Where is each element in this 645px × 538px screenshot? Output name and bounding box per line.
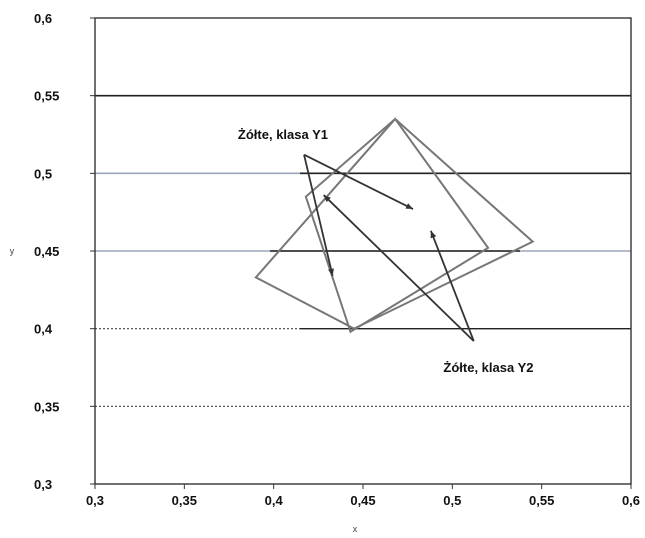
annotation-arrowhead [405,203,414,210]
x-tick-label: 0,4 [265,493,284,508]
annotation-arrowhead [430,230,437,239]
x-tick-label: 0,3 [86,493,104,508]
x-axis-label: x [353,524,358,534]
y-tick-label: 0,4 [34,322,53,337]
annotation-arrowhead [323,195,331,203]
annotation-arrowhead [328,268,334,276]
annotation-label-y1: Żółte, klasa Y1 [238,127,328,142]
annotation-label-y2: Żółte, klasa Y2 [443,360,533,375]
x-tick-label: 0,45 [350,493,375,508]
series-polygon-y1 [304,117,490,334]
x-tick-label: 0,55 [529,493,554,508]
y-axis-label: y [10,246,15,256]
y-tick-label: 0,6 [34,11,52,26]
y-tick-label: 0,35 [34,399,59,414]
annotation-labels: Żółte, klasa Y1 Żółte, klasa Y2 [238,127,534,375]
x-tick-label: 0,6 [622,493,640,508]
annotation-arrow [303,154,334,277]
grid-lines [95,94,631,407]
annotation-arrow [430,230,475,342]
y-tick-label: 0,3 [34,477,52,492]
x-tick-labels: 0,3 0,35 0,4 0,45 0,5 0,55 0,6 [86,484,640,508]
series-polygons [254,117,535,334]
annotation-arrows [303,153,475,342]
annotation-arrow [323,194,475,342]
annotation-arrow [303,153,414,210]
y-tick-label: 0,55 [34,89,59,104]
x-tick-label: 0,35 [172,493,197,508]
series-polygon-y2 [254,117,535,330]
y-tick-labels: 0,3 0,35 0,4 0,45 0,5 0,55 0,6 [34,11,95,492]
x-tick-label: 0,5 [443,493,461,508]
y-tick-label: 0,5 [34,166,52,181]
y-tick-label: 0,45 [34,244,59,259]
